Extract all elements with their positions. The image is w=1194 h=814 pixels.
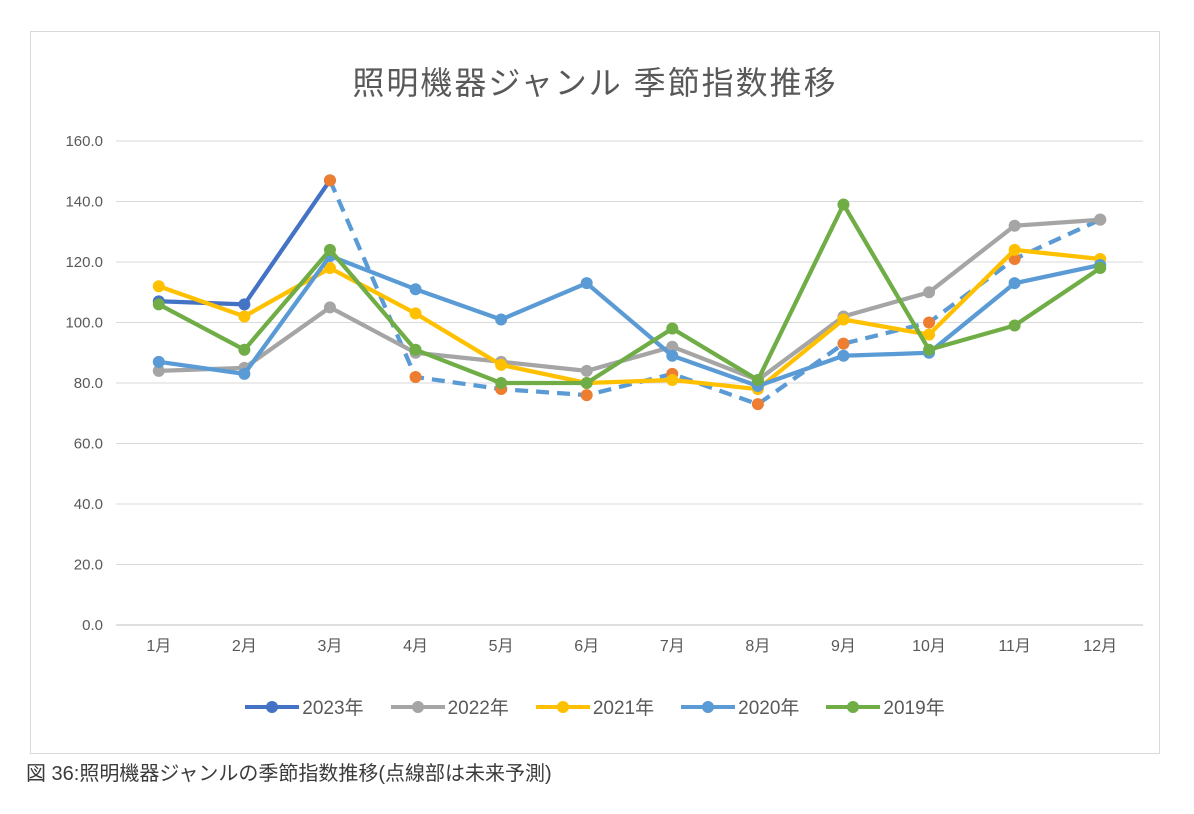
legend-marker-icon — [390, 700, 445, 713]
legend-label: 2021年 — [592, 698, 655, 719]
x-axis-tick-label: 10月 — [912, 638, 946, 655]
data-point-marker — [238, 298, 251, 311]
x-axis-tick-label: 2月 — [232, 638, 257, 655]
legend-item-2019年: 2019年 — [826, 693, 945, 720]
data-point-marker — [580, 277, 593, 290]
data-point-marker — [1008, 252, 1021, 265]
data-point-marker — [666, 322, 679, 335]
data-point-marker — [238, 310, 251, 323]
y-axis-tick-label: 60.0 — [74, 436, 103, 453]
x-axis-tick-label: 7月 — [660, 638, 685, 655]
data-point-marker — [1008, 319, 1021, 332]
data-point-marker — [238, 367, 251, 380]
legend-label: 2020年 — [738, 698, 800, 719]
data-point-marker — [495, 313, 508, 326]
data-point-marker — [323, 243, 336, 256]
data-point-marker — [837, 337, 850, 350]
plot-area: 0.0 20.0 40.0 60.0 80.0 100.0 120.0 140.0 160.0 1… — [65, 133, 1143, 655]
chart-legend: 2023年 2022年 2021年 2020年 2019年 — [31, 693, 1159, 720]
data-point-marker — [1094, 213, 1107, 226]
data-point-marker — [751, 373, 764, 386]
data-point-marker — [323, 174, 336, 187]
data-point-marker — [580, 364, 593, 377]
data-point-marker — [580, 389, 593, 402]
data-point-marker — [666, 373, 679, 386]
x-axis-tick-label: 1月 — [146, 638, 171, 655]
data-point-marker — [323, 301, 336, 314]
x-axis-tick-label: 12月 — [1083, 638, 1117, 655]
data-point-marker — [666, 340, 679, 353]
legend-marker-icon — [245, 700, 300, 713]
x-axis-tick-label: 3月 — [318, 638, 343, 655]
data-point-marker — [409, 343, 422, 356]
y-axis-tick-label: 80.0 — [74, 375, 103, 392]
data-point-marker — [751, 398, 764, 411]
data-point-marker — [666, 349, 679, 362]
legend-item-2020年: 2020年 — [681, 693, 799, 720]
data-point-marker — [409, 307, 422, 320]
data-point-marker — [837, 198, 850, 211]
legend-marker-icon — [535, 700, 590, 713]
legend-item-2023年: 2023年 — [245, 693, 364, 720]
legend-label: 2023年 — [302, 698, 364, 719]
data-point-marker — [837, 349, 850, 362]
y-axis-tick-label: 100.0 — [65, 315, 103, 332]
data-point-marker — [238, 343, 251, 356]
figure-caption: 図 36:照明機器ジャンルの季節指数推移(点線部は未来予測) — [26, 763, 552, 785]
data-point-marker — [495, 377, 508, 389]
series-line-2023年 — [156, 178, 333, 307]
series-line-2019年 — [156, 202, 1103, 386]
data-point-marker — [1008, 243, 1021, 256]
data-point-marker — [152, 364, 165, 377]
x-axis-tick-label: 8月 — [745, 638, 770, 655]
legend-label: 2022年 — [447, 698, 509, 719]
legend-marker-icon — [681, 700, 736, 713]
x-axis-tick-label: 11月 — [998, 638, 1031, 655]
data-point-marker — [323, 262, 336, 275]
data-point-marker — [580, 377, 593, 389]
x-axis-tick-label: 4月 — [403, 638, 428, 655]
legend-marker-icon — [826, 700, 881, 713]
y-axis-tick-label: 160.0 — [65, 133, 103, 150]
data-point-marker — [495, 358, 508, 371]
x-axis-tick-label: 6月 — [574, 638, 599, 655]
data-point-marker — [1008, 277, 1021, 290]
x-axis-tick-label: 5月 — [489, 638, 514, 655]
y-axis-tick-label: 40.0 — [74, 496, 103, 513]
data-point-marker — [923, 316, 936, 329]
data-point-marker — [923, 328, 936, 341]
series-line-2023年 未来予測(点線) — [328, 179, 1102, 407]
legend-item-2021年: 2021年 — [535, 693, 655, 720]
data-point-marker — [1008, 219, 1021, 232]
data-point-marker — [837, 313, 850, 326]
data-point-marker — [152, 355, 165, 368]
legend-item-2022年: 2022年 — [390, 693, 509, 720]
series-line-2020年 — [156, 253, 1103, 389]
data-point-marker — [923, 286, 936, 299]
data-point-marker — [1094, 262, 1107, 275]
data-point-marker — [152, 298, 165, 311]
chart-title: 照明機器ジャンル 季節指数推移 — [352, 65, 838, 101]
y-axis-tick-label: 0.0 — [82, 617, 103, 634]
chart-frame: 照明機器ジャンル 季節指数推移 0.0 20.0 40.0 60.0 80.0 100.0… — [30, 31, 1160, 754]
y-axis-tick-label: 120.0 — [65, 254, 103, 271]
legend-label: 2019年 — [883, 698, 945, 719]
data-point-marker — [409, 283, 422, 296]
y-axis-tick-label: 20.0 — [74, 557, 103, 574]
data-point-marker — [923, 343, 936, 356]
series-line-2022年 — [156, 217, 1103, 383]
x-axis-tick-label: 9月 — [831, 638, 856, 655]
y-axis-tick-label: 140.0 — [65, 194, 103, 211]
data-point-marker — [152, 280, 165, 293]
data-point-marker — [409, 370, 422, 383]
